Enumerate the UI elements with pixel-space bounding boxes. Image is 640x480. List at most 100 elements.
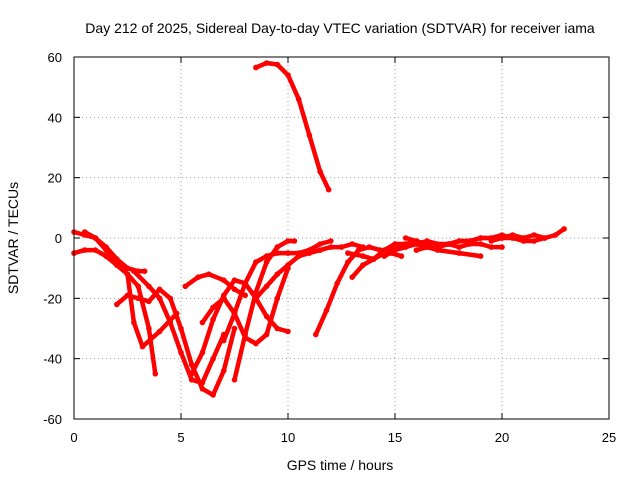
data-point <box>199 319 206 326</box>
data-point <box>135 283 141 290</box>
data-point <box>242 280 248 287</box>
data-point <box>221 337 227 344</box>
axis-ticks: 0 5 10 15 20 25 -60 -40 -20 0 20 40 60 <box>43 50 616 445</box>
data-point <box>124 292 131 299</box>
data-point <box>477 235 484 241</box>
data-point <box>295 253 302 259</box>
data-point <box>402 244 409 250</box>
x-axis-title: GPS time / hours <box>287 457 394 473</box>
data-point <box>477 253 484 259</box>
data-point <box>114 301 120 308</box>
data-point <box>349 241 356 247</box>
data-point <box>210 392 216 398</box>
data-point <box>146 298 152 305</box>
y-tick-label: 0 <box>55 231 62 246</box>
data-point <box>285 328 291 335</box>
data-point <box>509 235 516 241</box>
data-point <box>499 235 505 241</box>
data-point <box>381 253 388 259</box>
data-point <box>531 238 537 244</box>
data-point <box>103 247 109 253</box>
data-point <box>199 386 206 392</box>
data-point <box>317 168 323 175</box>
data-point <box>92 235 99 241</box>
data-point <box>253 64 259 71</box>
data-point <box>274 271 281 278</box>
data-point <box>146 283 152 290</box>
data-point <box>156 286 163 293</box>
data-point <box>231 286 238 293</box>
data-point <box>178 349 184 356</box>
data-point <box>253 340 259 347</box>
data-point <box>141 268 148 275</box>
data-point <box>263 283 270 290</box>
x-tick-label: 0 <box>70 430 77 445</box>
data-point <box>195 274 201 281</box>
data-point <box>542 235 548 241</box>
data-point <box>456 244 463 250</box>
data-point <box>131 319 137 326</box>
data-point <box>325 186 332 193</box>
data-point <box>199 380 206 386</box>
data-point <box>366 244 373 250</box>
y-tick-label: 20 <box>48 171 62 186</box>
data-point <box>274 61 281 68</box>
data-point <box>263 253 270 259</box>
data-point <box>488 244 495 250</box>
data-point <box>520 238 527 244</box>
data-point <box>328 238 334 244</box>
data-point <box>178 325 184 332</box>
data-point <box>456 250 463 256</box>
series-line-arc-12 <box>313 244 404 337</box>
data-point <box>306 250 313 256</box>
x-tick-label: 10 <box>281 430 295 445</box>
data-point <box>274 250 281 256</box>
data-point <box>499 244 505 250</box>
data-point <box>345 259 351 265</box>
data-point <box>210 355 216 362</box>
data-point <box>381 247 388 253</box>
y-axis-title: SDTVAR / TECUs <box>5 182 21 294</box>
y-tick-label: -60 <box>43 412 62 427</box>
chart-title: Day 212 of 2025, Sidereal Day-to-day VTE… <box>85 20 595 36</box>
data-point <box>488 238 495 244</box>
data-point <box>445 241 452 247</box>
data-point <box>285 262 291 268</box>
data-point <box>456 238 463 244</box>
data-point <box>274 295 281 302</box>
data-point <box>334 280 341 287</box>
data-point <box>231 277 238 284</box>
data-point <box>552 232 559 238</box>
data-point <box>477 241 484 247</box>
data-point <box>156 328 163 335</box>
data-point <box>402 235 409 241</box>
data-point <box>435 244 441 250</box>
data-point <box>274 244 281 250</box>
x-tick-label: 25 <box>602 430 616 445</box>
data-point <box>242 334 248 341</box>
data-point <box>92 247 99 253</box>
data-point <box>424 244 430 250</box>
data-point <box>167 319 174 326</box>
data-point <box>188 377 195 383</box>
data-point <box>231 310 238 317</box>
data-point <box>345 250 351 256</box>
y-tick-label: -20 <box>43 291 62 306</box>
data-point <box>317 241 323 247</box>
data-point <box>531 232 537 238</box>
data-point <box>360 262 366 268</box>
y-tick-label: 40 <box>48 110 62 125</box>
data-point <box>182 283 189 290</box>
data-point <box>413 238 420 244</box>
data-point <box>392 241 398 247</box>
data-point <box>231 325 238 332</box>
data-point <box>285 72 291 78</box>
data-point <box>392 247 398 253</box>
data-point <box>221 295 227 302</box>
data-point <box>81 229 88 235</box>
data-point <box>188 371 195 377</box>
data-point <box>285 250 291 256</box>
data-point <box>167 295 174 302</box>
data-point <box>221 367 227 374</box>
